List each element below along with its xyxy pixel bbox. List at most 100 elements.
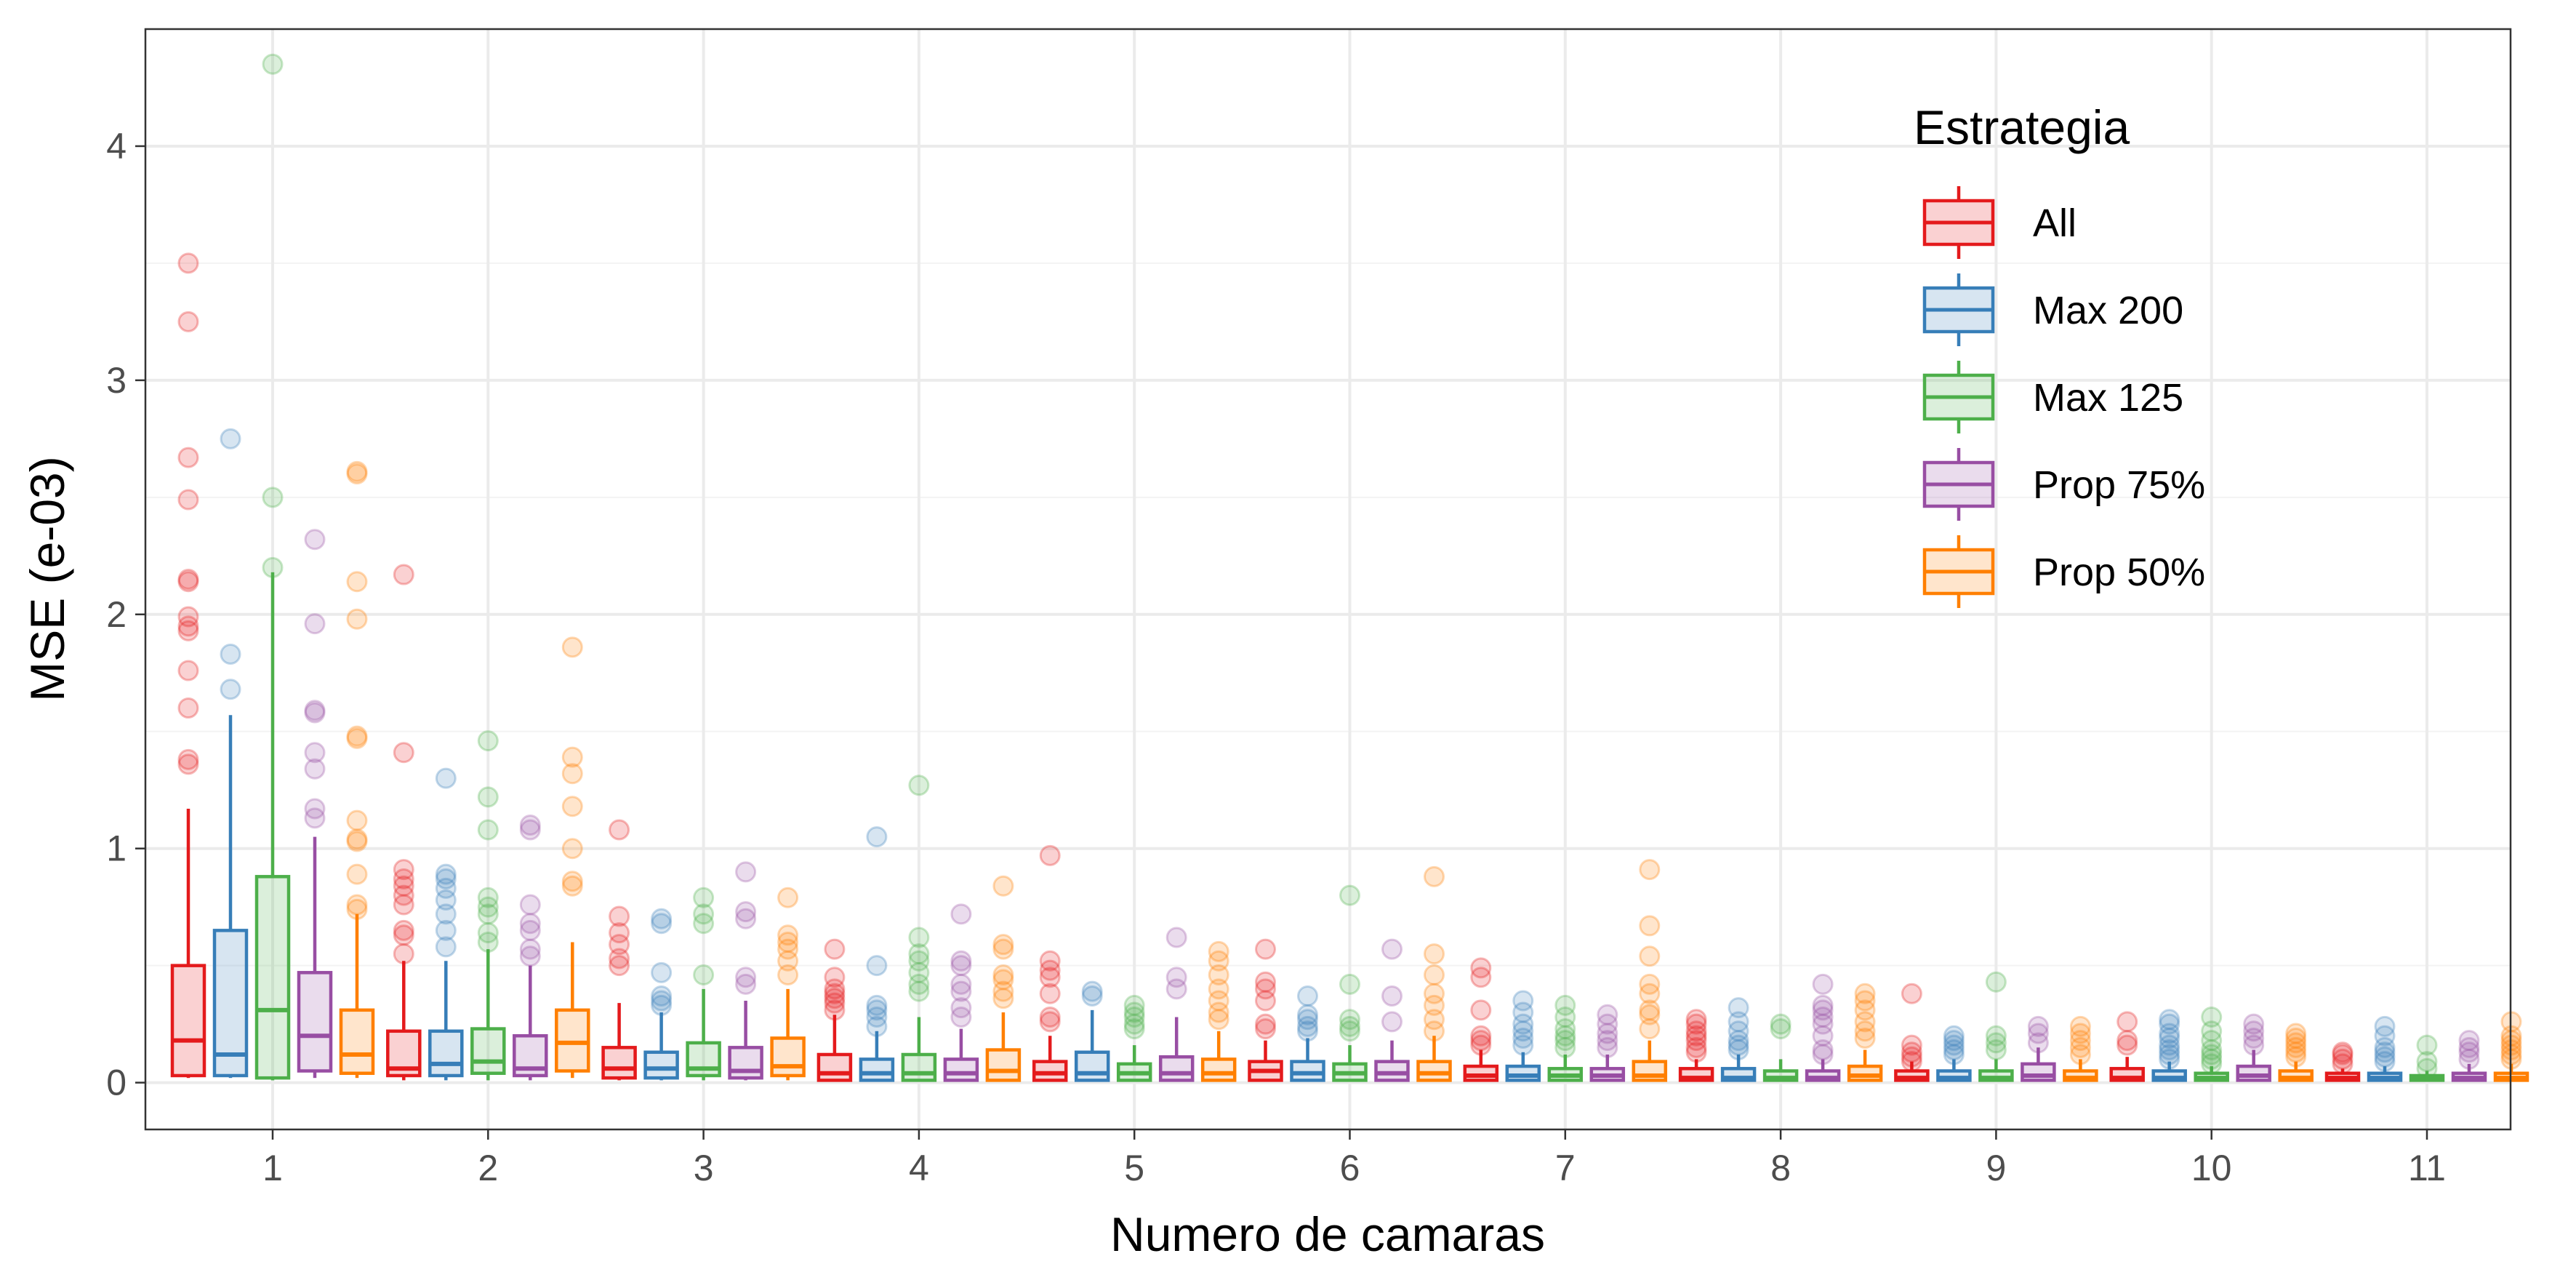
outlier-point: [1597, 1004, 1618, 1025]
outlier-point: [1123, 1006, 1145, 1028]
outlier-point: [992, 934, 1014, 956]
outlier-point: [908, 950, 930, 972]
box: [428, 1029, 464, 1078]
outlier-point: [1039, 983, 1061, 1004]
outlier-point: [346, 608, 368, 630]
outlier-point: [1039, 1006, 1061, 1028]
outlier-point: [777, 938, 799, 960]
outlier-point: [866, 994, 888, 1016]
outlier-point: [1554, 1030, 1576, 1052]
x-axis: 1 2 3 4 5 6 7 8 9 10 11: [262, 1129, 2446, 1188]
outlier-point: [1381, 1011, 1403, 1033]
outlier-point: [435, 877, 457, 899]
outlier-point: [1597, 1030, 1618, 1052]
outlier-point: [866, 999, 888, 1021]
outlier-point: [561, 746, 583, 768]
outlier-point: [908, 961, 930, 983]
box: [1200, 1057, 1237, 1082]
legend-label: Prop 50%: [2033, 551, 2205, 594]
box: [901, 1052, 937, 1082]
outlier-point: [1728, 997, 1749, 1019]
outlier-point: [1039, 950, 1061, 972]
outlier-point: [2116, 1030, 2138, 1052]
outlier-point: [393, 894, 414, 916]
box: [601, 1046, 637, 1080]
outlier-point: [609, 819, 630, 841]
outlier-point: [824, 967, 846, 988]
outlier-point: [1123, 1018, 1145, 1040]
box: [2021, 1062, 2056, 1082]
outlier-point: [477, 922, 499, 944]
outlier-point: [177, 748, 199, 770]
outlier-point: [1470, 999, 1492, 1021]
outlier-point: [435, 863, 457, 885]
outlier-point: [393, 859, 414, 881]
outlier-point: [1512, 1020, 1534, 1042]
outlier-point: [2159, 1027, 2180, 1049]
outlier-point: [1685, 1020, 1707, 1042]
x-tick-label: 9: [1986, 1148, 2006, 1188]
outlier-point: [1639, 999, 1661, 1021]
outlier-point: [220, 644, 241, 665]
outlier-point: [2201, 1006, 2223, 1028]
outlier-point: [1512, 1001, 1534, 1023]
outlier-point: [950, 1006, 972, 1028]
outlier-point: [2374, 1015, 2396, 1037]
outlier-point: [1639, 945, 1661, 967]
outlier-point: [1297, 985, 1318, 1007]
outlier-point: [1381, 985, 1403, 1007]
outlier-point: [866, 826, 888, 848]
box: [770, 1036, 806, 1078]
box: [1032, 1060, 1068, 1082]
outlier-point: [346, 828, 368, 850]
outlier-point: [2458, 1041, 2480, 1063]
outlier-point: [2116, 1011, 2138, 1033]
outlier-point: [693, 887, 715, 908]
outlier-point: [220, 679, 241, 700]
outlier-point: [1039, 1011, 1061, 1033]
outlier-point: [2458, 1030, 2480, 1052]
box: [170, 964, 206, 1078]
outlier-point: [477, 903, 499, 925]
outlier-point: [609, 905, 630, 927]
outlier-point: [1081, 985, 1103, 1007]
outlier-point: [1424, 964, 1445, 986]
legend-title: Estrategia: [1914, 100, 2130, 154]
outlier-point: [824, 992, 846, 1014]
outlier-point: [609, 922, 630, 944]
outlier-point: [1165, 978, 1187, 1000]
outlier-point: [1297, 1015, 1318, 1037]
outlier-point: [1685, 1025, 1707, 1047]
box: [555, 1008, 590, 1073]
outlier-point: [2201, 1039, 2223, 1061]
outlier-point: [393, 564, 414, 585]
outlier-point: [304, 758, 326, 780]
outlier-point: [1208, 940, 1229, 962]
box: [728, 1046, 763, 1080]
outlier-point: [2374, 1041, 2396, 1063]
outlier-point: [1685, 1009, 1707, 1031]
outlier-point: [177, 571, 199, 593]
x-tick-label: 5: [1124, 1148, 1144, 1188]
outlier-point: [1854, 999, 1876, 1021]
legend-key-max-125: [1922, 361, 1995, 433]
series-max-200: [212, 428, 2403, 1082]
x-tick-label: 7: [1555, 1148, 1576, 1188]
outlier-point: [2332, 1044, 2354, 1065]
outlier-point: [777, 887, 799, 908]
outlier-point: [735, 861, 757, 883]
outlier-point: [346, 831, 368, 852]
outlier-point: [393, 742, 414, 764]
outlier-point: [304, 700, 326, 721]
outlier-point: [2416, 1034, 2438, 1056]
outlier-point: [1639, 973, 1661, 995]
outlier-point: [1943, 1025, 1965, 1047]
outlier-point: [824, 978, 846, 1000]
outlier-point: [1685, 1013, 1707, 1035]
outlier-point: [735, 973, 757, 995]
outlier-point: [651, 990, 673, 1012]
box: [339, 1008, 375, 1075]
outlier-point: [435, 868, 457, 890]
x-tick-label: 6: [1340, 1148, 1360, 1188]
box: [1374, 1060, 1410, 1082]
